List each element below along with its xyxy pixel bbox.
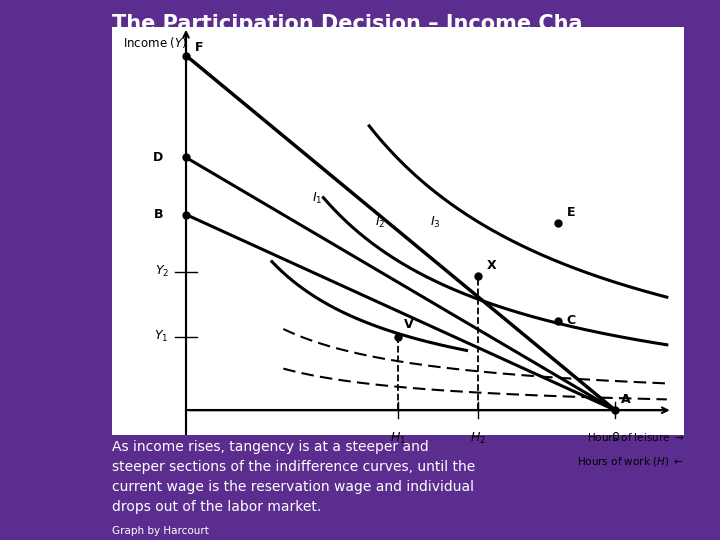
Text: $H_2$: $H_2$: [470, 430, 486, 445]
Text: D: D: [153, 151, 163, 164]
Text: $H_1$: $H_1$: [390, 430, 406, 445]
Text: $I_1$: $I_1$: [312, 191, 323, 206]
Text: B: B: [153, 208, 163, 221]
Text: The Participation Decision – Income Cha: The Participation Decision – Income Cha: [112, 14, 582, 33]
Text: X: X: [487, 259, 496, 272]
Text: Hours of leisure $\rightarrow$: Hours of leisure $\rightarrow$: [587, 430, 684, 443]
Text: $Y_2$: $Y_2$: [155, 264, 168, 279]
Text: E: E: [567, 206, 575, 219]
Text: F: F: [194, 40, 203, 53]
Text: Income ($Y$): Income ($Y$): [123, 35, 187, 50]
Text: 0: 0: [611, 430, 619, 444]
Text: $I_3$: $I_3$: [430, 215, 441, 230]
Text: As income rises, tangency is at a steeper and
steeper sections of the indifferen: As income rises, tangency is at a steepe…: [112, 440, 475, 514]
Text: Graph by Harcourt: Graph by Harcourt: [112, 526, 209, 537]
Text: A: A: [621, 393, 631, 406]
Text: V: V: [403, 318, 413, 330]
Text: Hours of work ($H$) $\leftarrow$: Hours of work ($H$) $\leftarrow$: [577, 455, 684, 468]
Text: C: C: [567, 314, 576, 327]
Text: $I_2$: $I_2$: [376, 215, 386, 230]
Text: $Y_1$: $Y_1$: [155, 329, 168, 345]
